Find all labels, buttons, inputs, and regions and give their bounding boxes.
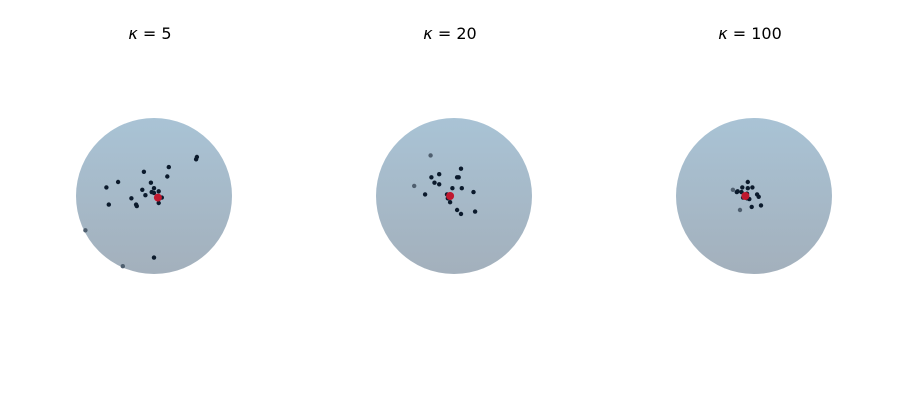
- sample-point: [447, 200, 453, 205]
- sample-point: [166, 164, 171, 170]
- sample-point: [472, 209, 478, 214]
- sample-point: [458, 166, 464, 171]
- sample-point: [458, 211, 464, 217]
- sphere-surface: [676, 118, 832, 274]
- sample-point: [429, 175, 434, 180]
- sample-point: [156, 200, 161, 206]
- sample-point: [140, 187, 145, 192]
- sample-point: [454, 175, 460, 180]
- sample-point: [756, 194, 761, 199]
- sample-point: [735, 189, 740, 194]
- sample-point: [148, 180, 154, 185]
- sample-point: [437, 182, 442, 187]
- sample-point: [454, 207, 460, 213]
- sphere-panel-2: [676, 118, 832, 274]
- sample-point: [151, 255, 157, 260]
- sphere-surface: [76, 118, 232, 274]
- sample-point: [120, 264, 126, 269]
- sample-point: [165, 174, 170, 179]
- kappa-value: = 20: [437, 24, 477, 43]
- sample-point: [151, 190, 157, 196]
- sample-point: [143, 193, 148, 198]
- sample-point: [437, 172, 442, 177]
- panel-title-kappa-20: κ = 20: [350, 24, 550, 43]
- sample-point: [749, 204, 754, 210]
- sample-point: [422, 192, 428, 197]
- sample-point: [115, 179, 121, 185]
- sample-point: [151, 186, 157, 191]
- sample-point: [412, 183, 417, 189]
- sphere-panel-1: [376, 118, 532, 274]
- sample-point: [730, 187, 736, 192]
- sample-point: [428, 153, 433, 158]
- sample-point: [750, 185, 755, 190]
- sample-point: [450, 186, 455, 191]
- panel-title-kappa-5: κ = 5: [50, 24, 250, 43]
- sample-point: [104, 185, 109, 190]
- mean-direction-marker: [446, 192, 455, 200]
- sample-point: [737, 207, 743, 213]
- sample-point: [156, 189, 161, 194]
- kappa-value: = 5: [142, 24, 172, 43]
- sample-point: [134, 203, 139, 209]
- sample-point: [745, 179, 750, 185]
- sample-point: [193, 157, 199, 162]
- mean-direction-marker: [741, 192, 750, 200]
- kappa-symbol: κ: [423, 24, 433, 43]
- sample-point: [129, 196, 134, 201]
- kappa-symbol: κ: [128, 24, 138, 43]
- sample-point: [83, 228, 88, 233]
- sample-point: [471, 189, 476, 195]
- kappa-value: = 100: [732, 24, 782, 43]
- sample-point: [758, 203, 764, 208]
- sample-point: [740, 185, 745, 190]
- sample-point: [106, 202, 112, 207]
- sample-point: [745, 186, 750, 191]
- sample-point: [141, 169, 147, 174]
- sphere-panel-0: [76, 118, 232, 274]
- sample-point: [459, 186, 464, 191]
- sample-point: [432, 180, 437, 185]
- panel-title-kappa-100: κ = 100: [650, 24, 850, 43]
- kappa-symbol: κ: [718, 24, 728, 43]
- mean-direction-marker: [153, 193, 162, 202]
